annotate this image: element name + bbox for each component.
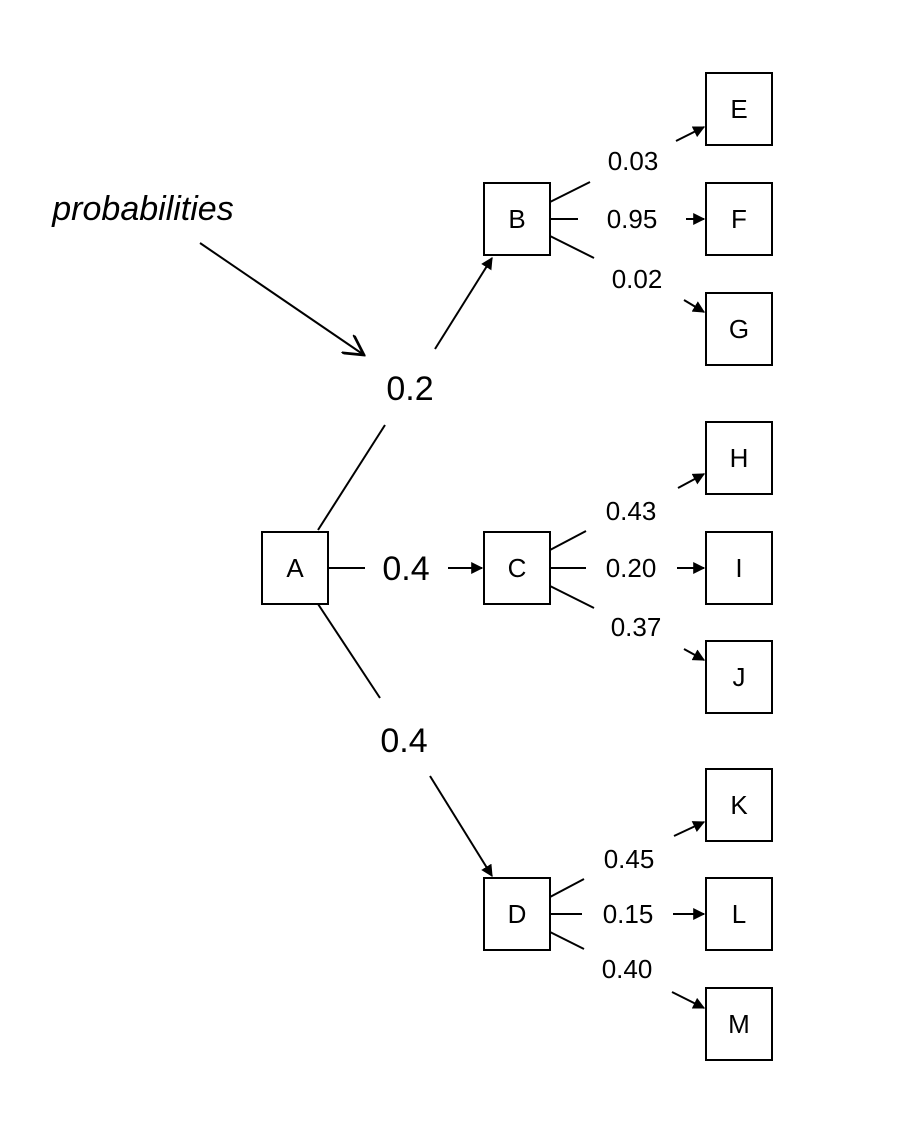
annotation-label: probabilities	[51, 190, 233, 228]
node-a-label: A	[286, 553, 304, 583]
edge-c-i-probability: 0.20	[606, 553, 657, 583]
edge-a-d-probability: 0.4	[380, 722, 427, 760]
edge-d-m-line	[549, 931, 585, 950]
edge-c-h-probability: 0.43	[606, 496, 657, 526]
edge-a-c-probability: 0.4	[382, 550, 429, 588]
node-a: A	[261, 531, 329, 605]
node-h-label: H	[730, 443, 749, 473]
edge-b-e-arrow	[675, 126, 706, 142]
edge-b-g-arrow	[683, 299, 706, 313]
edge-d-k-arrow	[673, 821, 706, 837]
node-c: C	[483, 531, 551, 605]
node-i-label: I	[735, 553, 742, 583]
edge-b-f-probability: 0.95	[607, 204, 658, 234]
edge-a-d-line	[317, 603, 381, 699]
edge-d-k-probability: 0.45	[604, 844, 655, 874]
edge-d-m-arrow	[671, 991, 706, 1009]
edge-a-d-arrow	[429, 775, 493, 878]
node-c-label: C	[508, 553, 527, 583]
node-l: L	[705, 877, 773, 951]
node-j-label: J	[733, 662, 746, 692]
edge-a-b-arrow	[434, 256, 493, 350]
node-f-label: F	[731, 204, 747, 234]
edge-d-l-probability: 0.15	[603, 899, 654, 929]
node-e-label: E	[730, 94, 747, 124]
edge-a-b-probability: 0.2	[386, 370, 433, 408]
node-f: F	[705, 182, 773, 256]
edge-c-j-probability: 0.37	[611, 612, 662, 642]
edge-c-h-line	[549, 530, 587, 551]
edge-c-j-line	[549, 585, 595, 609]
node-i: I	[705, 531, 773, 605]
node-d: D	[483, 877, 551, 951]
node-j: J	[705, 640, 773, 714]
node-b-label: B	[508, 204, 525, 234]
edge-d-k-line	[549, 878, 585, 898]
node-d-label: D	[508, 899, 527, 929]
edge-d-m-probability: 0.40	[602, 954, 653, 984]
node-m: M	[705, 987, 773, 1061]
edge-b-g-line	[549, 235, 595, 259]
edge-b-e-line	[549, 181, 591, 203]
node-h: H	[705, 421, 773, 495]
edge-b-g-probability: 0.02	[612, 264, 663, 294]
edge-c-h-arrow	[677, 473, 706, 489]
edge-a-b-line	[317, 424, 386, 531]
edge-b-e-probability: 0.03	[608, 146, 659, 176]
node-e: E	[705, 72, 773, 146]
node-k-label: K	[730, 790, 748, 820]
node-g-label: G	[729, 314, 749, 344]
node-l-label: L	[732, 899, 746, 929]
annotation-arrow	[199, 242, 364, 355]
node-m-label: M	[728, 1009, 750, 1039]
node-g: G	[705, 292, 773, 366]
edge-c-j-arrow	[683, 648, 706, 661]
node-k: K	[705, 768, 773, 842]
node-b: B	[483, 182, 551, 256]
